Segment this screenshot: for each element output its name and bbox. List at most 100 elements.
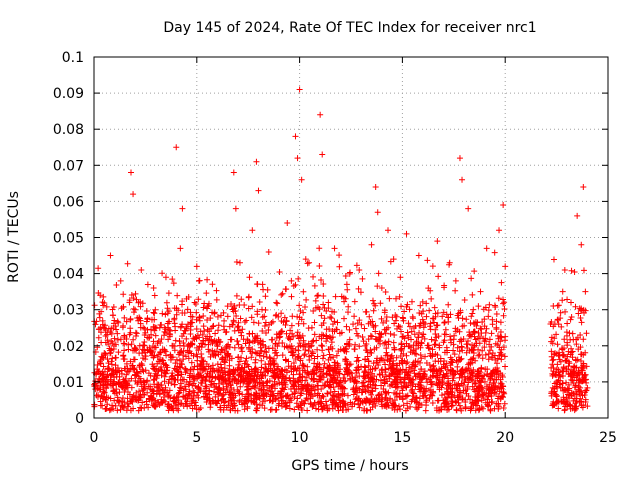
data-point (105, 360, 112, 367)
data-point (556, 381, 563, 388)
data-point (107, 406, 114, 413)
data-point (200, 323, 207, 330)
data-point (343, 366, 350, 373)
data-point (450, 341, 457, 348)
data-point (224, 313, 231, 320)
data-point (219, 354, 226, 361)
data-point (139, 300, 146, 307)
data-point (133, 346, 140, 353)
data-point (561, 336, 568, 343)
data-point (403, 352, 410, 359)
data-point (229, 405, 236, 412)
data-point (192, 333, 199, 340)
data-point (189, 398, 196, 405)
data-point (123, 407, 130, 414)
data-point (223, 328, 230, 335)
data-point (415, 252, 422, 259)
data-point (130, 356, 137, 363)
data-point (117, 406, 124, 413)
data-point (176, 389, 183, 396)
data-point (237, 378, 244, 385)
data-point (459, 347, 466, 354)
data-point (308, 324, 315, 331)
data-point (155, 399, 162, 406)
data-point (312, 304, 319, 311)
data-point (478, 379, 485, 386)
data-point (381, 376, 388, 383)
data-point (489, 386, 496, 393)
data-point (231, 397, 238, 404)
data-point (294, 313, 301, 320)
data-point (329, 395, 336, 402)
data-point (237, 383, 244, 390)
data-point (194, 357, 201, 364)
data-point (355, 401, 362, 408)
data-point (332, 293, 339, 300)
data-point (295, 335, 302, 342)
data-point (351, 378, 358, 385)
data-point (475, 407, 482, 414)
data-point (331, 376, 338, 383)
data-point (488, 330, 495, 337)
data-point (151, 310, 158, 317)
data-point (355, 357, 362, 364)
data-point (479, 347, 486, 354)
data-point (199, 331, 206, 338)
data-point (166, 318, 173, 325)
data-point (470, 355, 477, 362)
data-point (285, 395, 292, 402)
data-point (413, 351, 420, 358)
data-point (251, 399, 258, 406)
data-point (219, 373, 226, 380)
data-point (183, 295, 190, 302)
data-point (468, 275, 475, 282)
data-point (149, 396, 156, 403)
data-point (368, 333, 375, 340)
data-point (282, 322, 289, 329)
data-point (423, 300, 430, 307)
data-point (583, 363, 590, 370)
data-point (381, 307, 388, 314)
data-point (500, 344, 507, 351)
data-point (164, 305, 171, 312)
data-point (301, 342, 308, 349)
data-point (449, 385, 456, 392)
data-point (481, 323, 488, 330)
data-point (144, 326, 151, 333)
data-point (276, 269, 283, 275)
data-point (194, 373, 201, 380)
data-point (279, 290, 286, 297)
data-point (121, 332, 128, 339)
data-point (444, 406, 451, 413)
data-point (151, 401, 158, 408)
data-point (557, 309, 564, 316)
data-point (567, 351, 574, 358)
data-point (109, 306, 116, 313)
data-point (493, 310, 500, 317)
data-point (382, 330, 389, 337)
data-point (399, 357, 406, 364)
data-point (447, 337, 454, 344)
data-point (241, 395, 248, 402)
data-point (168, 403, 175, 410)
data-point (548, 334, 555, 341)
data-point (329, 308, 336, 315)
data-point (124, 368, 131, 375)
data-point (206, 328, 213, 335)
data-point (369, 322, 376, 329)
data-point (554, 341, 561, 348)
data-point (184, 306, 191, 313)
data-point (433, 372, 440, 379)
data-point (171, 320, 178, 327)
data-point (337, 379, 344, 386)
data-point (241, 406, 248, 413)
x-axis-ticks: 0 5 10 15 20 25 (90, 57, 617, 446)
data-point (117, 277, 124, 284)
data-point (167, 394, 174, 401)
data-point (356, 266, 363, 273)
data-point (418, 340, 425, 347)
data-point (258, 357, 265, 364)
data-point (550, 356, 557, 363)
data-point (498, 279, 505, 286)
data-point (92, 378, 99, 385)
